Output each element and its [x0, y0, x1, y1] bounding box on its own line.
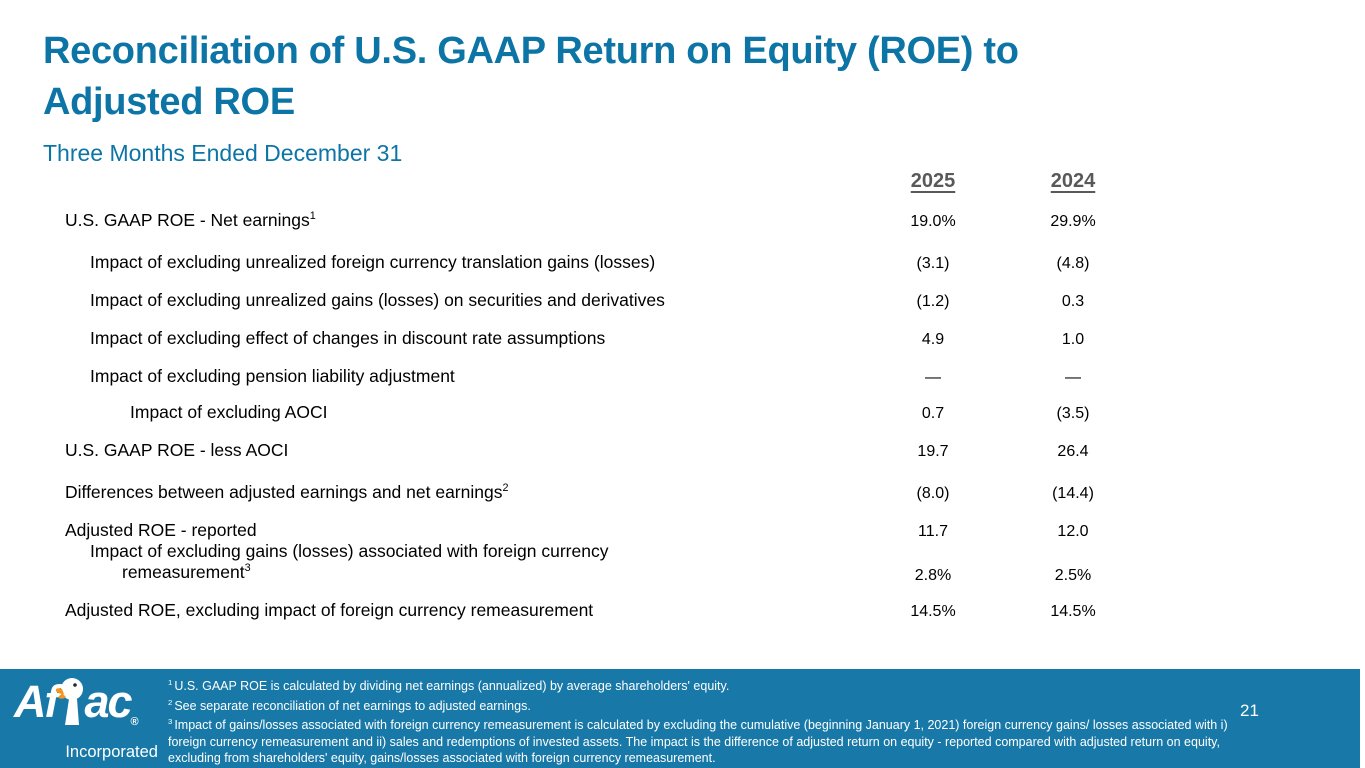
footnote-1: 1 U.S. GAAP ROE is calculated by dividing…	[168, 678, 730, 694]
page-title-line2: Adjusted ROE	[43, 81, 295, 123]
row-label: Adjusted ROE - reported	[65, 520, 257, 540]
value-cell-2025: 2.8%	[914, 567, 952, 584]
value-cell-2025: 19.0%	[910, 213, 956, 230]
column-header-2025: 2025	[910, 170, 956, 192]
value-cell-2025: (3.1)	[916, 255, 950, 272]
table-row: U.S. GAAP ROE - less AOCI 19.7 26.4	[0, 440, 1365, 470]
table-row: Impact of excluding pension liability ad…	[0, 366, 1365, 396]
value-cell-2024: —	[1065, 369, 1081, 386]
page-number: 21	[1240, 701, 1259, 720]
value-cell-2024: 29.9%	[1050, 213, 1096, 230]
table-row: U.S. GAAP ROE - Net earnings1 19.0% 29.9…	[0, 210, 1365, 240]
value-cell-2025: 19.7	[917, 443, 949, 460]
row-label: Differences between adjusted earnings an…	[65, 482, 509, 502]
footnotes: 1 U.S. GAAP ROE is calculated by dividing…	[168, 675, 1236, 767]
logo-text-ac: ac	[84, 676, 132, 727]
row-label: Adjusted ROE, excluding impact of foreig…	[65, 600, 594, 620]
value-cell-2024: 12.0	[1057, 523, 1089, 540]
value-cell-2024: 14.5%	[1050, 603, 1096, 620]
footer-bar: Af ac® Incorporated 1 U.S. GAAP ROE is ca…	[0, 669, 1360, 768]
value-cell-2024: 0.3	[1061, 293, 1085, 310]
value-cell-2025: (1.2)	[916, 293, 950, 310]
table-row: Adjusted ROE - reported 11.7 12.0	[0, 520, 1365, 550]
page-title-line1: Reconciliation of U.S. GAAP Return on Eq…	[43, 30, 1019, 72]
logo-subtext: Incorporated	[65, 743, 158, 761]
footnote-marker: 1	[168, 678, 173, 687]
footnote-ref: 1	[309, 210, 316, 223]
value-cell-2025: 0.7	[921, 405, 945, 422]
row-label: Impact of excluding AOCI	[130, 402, 328, 422]
value-cell-2024: 2.5%	[1054, 567, 1092, 584]
footnote-marker: 3	[168, 717, 173, 727]
value-cell-2024: 26.4	[1057, 443, 1089, 460]
aflac-wordmark: Af ac®	[14, 677, 164, 746]
value-cell-2024: 1.0	[1061, 331, 1085, 348]
row-label: Impact of excluding unrealized foreign c…	[90, 252, 656, 272]
table-row: Impact of excluding gains (losses) assoc…	[0, 541, 1365, 584]
footnote-2: 2 See separate reconciliation of net earn…	[168, 697, 531, 713]
value-cell-2025: —	[925, 369, 941, 386]
footnote-marker: 2	[168, 697, 173, 707]
value-cell-2024: (14.4)	[1052, 485, 1094, 502]
value-cell-2024: (3.5)	[1056, 405, 1090, 422]
row-label: Impact of excluding effect of changes in…	[90, 328, 606, 348]
value-cell-2024: (4.8)	[1056, 255, 1090, 272]
value-cell-2025: 14.5%	[910, 603, 956, 620]
row-label: Impact of excluding unrealized gains (lo…	[90, 290, 665, 310]
footnote-ref: 3	[244, 562, 251, 575]
logo-text-af: Af	[14, 676, 60, 727]
page-title: Reconciliation of U.S. GAAP Return on Eq…	[43, 26, 1019, 128]
table-row: Impact of excluding unrealized foreign c…	[0, 252, 1365, 282]
row-label-line2: remeasurement3	[122, 562, 251, 582]
value-cell-2025: 4.9	[921, 331, 945, 348]
row-label: U.S. GAAP ROE - Net earnings1	[65, 210, 316, 230]
table-row: Impact of excluding effect of changes in…	[0, 328, 1365, 358]
row-label: Impact of excluding pension liability ad…	[90, 366, 455, 386]
duck-icon	[55, 677, 87, 727]
column-header-2024: 2024	[1050, 170, 1096, 192]
aflac-logo: Af ac® Incorporated	[14, 677, 164, 762]
row-label: U.S. GAAP ROE - less AOCI	[65, 440, 289, 460]
table-row: Differences between adjusted earnings an…	[0, 482, 1365, 512]
footnote-3: 3 Impact of gains/losses associated with …	[168, 717, 1228, 766]
registered-mark: ®	[130, 716, 139, 728]
table-row: Impact of excluding AOCI 0.7 (3.5)	[0, 402, 1365, 432]
table-row: Adjusted ROE, excluding impact of foreig…	[0, 600, 1365, 630]
page-subtitle: Three Months Ended December 31	[43, 140, 403, 166]
value-cell-2025: (8.0)	[916, 485, 950, 502]
row-label: Impact of excluding gains (losses) assoc…	[90, 541, 609, 582]
footnote-ref: 2	[502, 482, 509, 495]
table-row: Impact of excluding unrealized gains (lo…	[0, 290, 1365, 320]
value-cell-2025: 11.7	[918, 523, 948, 540]
